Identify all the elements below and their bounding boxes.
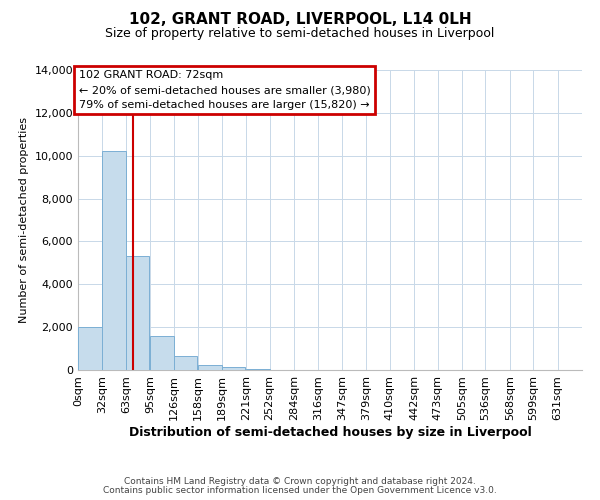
Bar [221, 368, 245, 370]
Text: Size of property relative to semi-detached houses in Liverpool: Size of property relative to semi-detach… [106, 28, 494, 40]
Text: Contains HM Land Registry data © Crown copyright and database right 2024.: Contains HM Land Registry data © Crown c… [124, 477, 476, 486]
Bar [150, 336, 174, 370]
Text: 102 GRANT ROAD: 72sqm
← 20% of semi-detached houses are smaller (3,980)
79% of s: 102 GRANT ROAD: 72sqm ← 20% of semi-deta… [79, 70, 371, 110]
Bar [78, 327, 101, 370]
Bar [198, 365, 221, 370]
X-axis label: Distribution of semi-detached houses by size in Liverpool: Distribution of semi-detached houses by … [128, 426, 532, 438]
Bar [246, 369, 269, 370]
Bar [103, 152, 126, 370]
Bar [126, 256, 149, 370]
Y-axis label: Number of semi-detached properties: Number of semi-detached properties [19, 117, 29, 323]
Text: Contains public sector information licensed under the Open Government Licence v3: Contains public sector information licen… [103, 486, 497, 495]
Bar [174, 356, 197, 370]
Text: 102, GRANT ROAD, LIVERPOOL, L14 0LH: 102, GRANT ROAD, LIVERPOOL, L14 0LH [128, 12, 472, 28]
